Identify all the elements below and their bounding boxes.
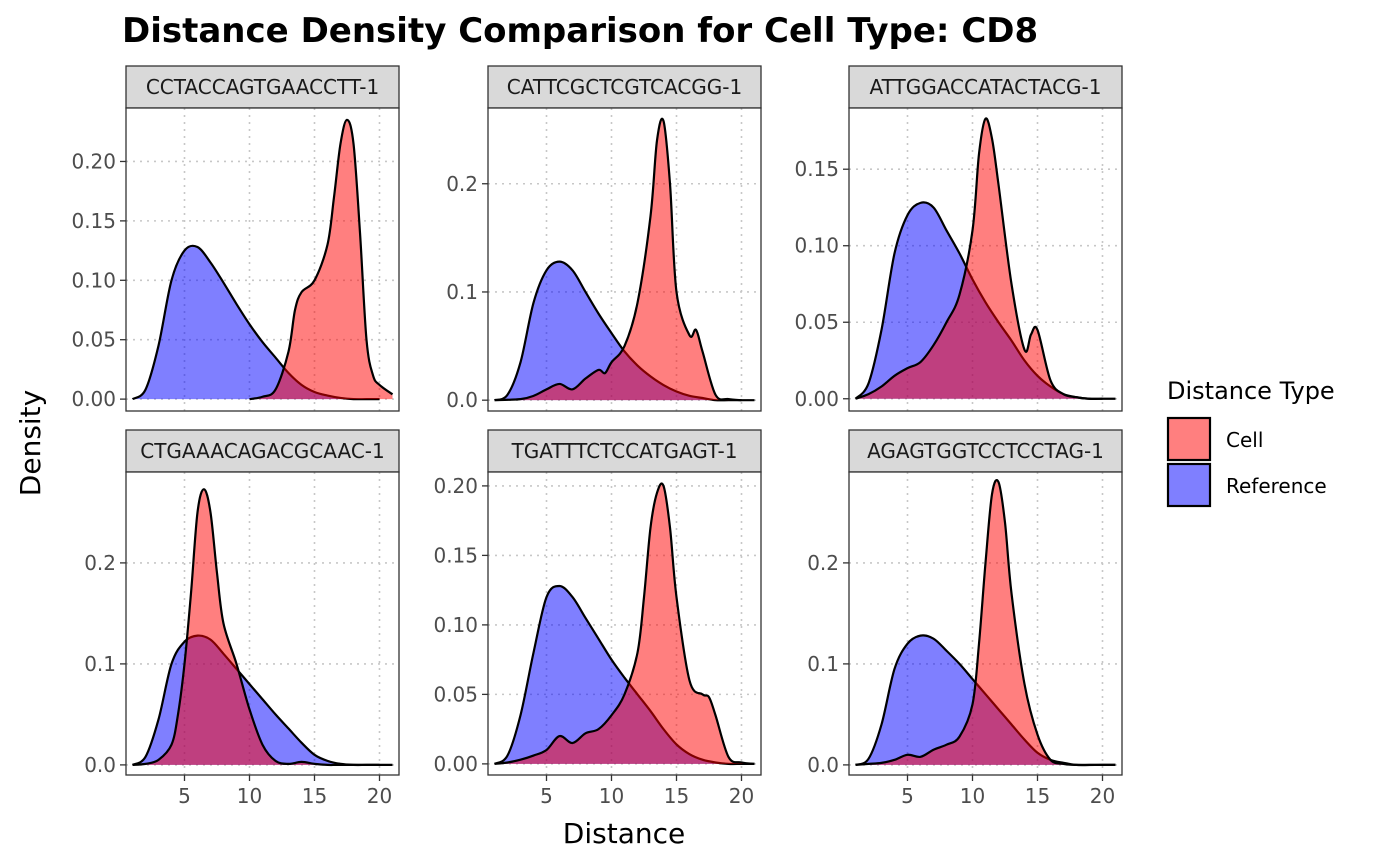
x-tick-label: 5: [540, 784, 553, 808]
panel-border: [487, 471, 762, 776]
x-axis-title: Distance: [563, 817, 685, 850]
density-area-reference: [132, 245, 380, 400]
chart-title: Distance Density Comparison for Cell Typ…: [122, 11, 1038, 51]
x-tick-label: 10: [237, 784, 262, 808]
y-tick-label: 0.2: [807, 551, 839, 575]
y-tick-label: 0.15: [794, 157, 839, 181]
y-tick-label: 0.05: [433, 682, 478, 706]
facet-strip: [125, 65, 400, 109]
y-tick-label: 0.10: [71, 268, 116, 292]
legend-key-reference: [1166, 462, 1212, 508]
density-area-reference: [494, 261, 755, 401]
panel-border: [125, 471, 400, 776]
facet-strip: [848, 429, 1123, 473]
y-tick-label: 0.00: [433, 752, 478, 776]
y-tick-label: 0.0: [84, 753, 116, 777]
density-area-reference: [494, 585, 755, 764]
legend-key-cell: [1166, 416, 1212, 462]
panel-border: [848, 471, 1123, 776]
density-area-cell: [494, 483, 755, 764]
x-tick-label: 5: [901, 784, 914, 808]
facet-strip: [487, 65, 762, 109]
y-tick-label: 0.1: [84, 652, 116, 676]
panel-border: [125, 107, 400, 412]
facet-panel: TGATTTCTCCATGAGT-1 0.00 0.05 0.10 0.15 0.20 5 1…: [433, 429, 762, 808]
density-line-cell: [494, 117, 742, 402]
panel-border: [848, 107, 1123, 412]
density-line-cell: [132, 488, 380, 767]
x-tick-label: 20: [367, 784, 392, 808]
x-tick-label: 5: [178, 784, 191, 808]
y-tick-label: 0.2: [446, 172, 478, 196]
density-line-cell: [249, 118, 394, 401]
x-tick-label: 20: [1090, 784, 1115, 808]
y-tick-label: 0.10: [794, 234, 839, 258]
facet-strip: [487, 429, 762, 473]
y-tick-label: 0.20: [71, 149, 116, 173]
facet-strip-label: TGATTTCTCCATGAGT-1: [511, 439, 738, 463]
y-tick-label: 0.05: [794, 310, 839, 334]
facet-strip: [125, 429, 400, 473]
density-area-cell: [494, 118, 742, 401]
facet-strip-label: ATTGGACCATACTACG-1: [870, 75, 1102, 99]
y-tick-label: 0.1: [807, 652, 839, 676]
legend-title: Distance Type: [1167, 377, 1335, 405]
x-tick-label: 10: [960, 784, 985, 808]
density-area-cell: [855, 118, 1103, 399]
density-line-cell: [855, 117, 1103, 400]
y-tick-label: 0.1: [446, 280, 478, 304]
facet-panels: CCTACCAGTGAACCTT-10.000.050.100.150.20CA…: [71, 65, 1123, 808]
density-area-reference: [855, 202, 1116, 399]
x-tick-label: 15: [664, 784, 689, 808]
x-tick-label: 15: [1025, 784, 1050, 808]
y-tick-label: 0.15: [433, 543, 478, 567]
legend-label-reference: Reference: [1226, 474, 1327, 498]
facet-strip-label: CATTCGCTCGTCACGG-1: [507, 75, 742, 99]
facet-strip: [848, 65, 1123, 109]
x-tick-label: 15: [302, 784, 327, 808]
facet-strip-label: CCTACCAGTGAACCTT-1: [146, 75, 379, 99]
density-area-cell: [855, 480, 1116, 765]
facet-panel: CATTCGCTCGTCACGG-1 0.0 0.1 0.2: [446, 65, 762, 412]
y-tick-label: 0.0: [446, 388, 478, 412]
facet-strip-label: AGAGTGGTCCTCCTAG-1: [867, 439, 1104, 463]
y-tick-label: 0.05: [71, 328, 116, 352]
facet-strip-label: CTGAAACAGACGCAAC-1: [140, 439, 385, 463]
y-tick-label: 0.0: [807, 753, 839, 777]
facet-panel: CTGAAACAGACGCAAC-1 0.0 0.1 0.2 5 10 15 20: [84, 429, 400, 808]
panel-border: [487, 107, 762, 412]
y-tick-label: 0.20: [433, 474, 478, 498]
facet-panel: AGAGTGGTCCTCCTAG-1 0.0 0.1 0.2 5 10 15 20: [807, 429, 1123, 808]
legend-label-cell: Cell: [1226, 428, 1263, 452]
density-line-cell: [855, 479, 1116, 767]
y-tick-label: 0.10: [433, 613, 478, 637]
x-tick-label: 10: [599, 784, 624, 808]
y-tick-label: 0.00: [794, 387, 839, 411]
facet-panel: ATTGGACCATACTACG-1 0.00 0.05 0.10 0.15: [794, 65, 1123, 412]
y-tick-label: 0.2: [84, 551, 116, 575]
legend-items: Cell Reference: [1166, 416, 1327, 508]
x-tick-label: 20: [729, 784, 754, 808]
y-tick-label: 0.00: [71, 387, 116, 411]
y-tick-label: 0.15: [71, 209, 116, 233]
facet-panel: CCTACCAGTGAACCTT-1 0.00 0.05 0.10 0.15 0.20: [71, 65, 400, 412]
legend: Distance Type Cell Reference: [1166, 377, 1335, 508]
y-axis-title: Density: [14, 390, 47, 496]
density-line-cell: [494, 482, 755, 765]
